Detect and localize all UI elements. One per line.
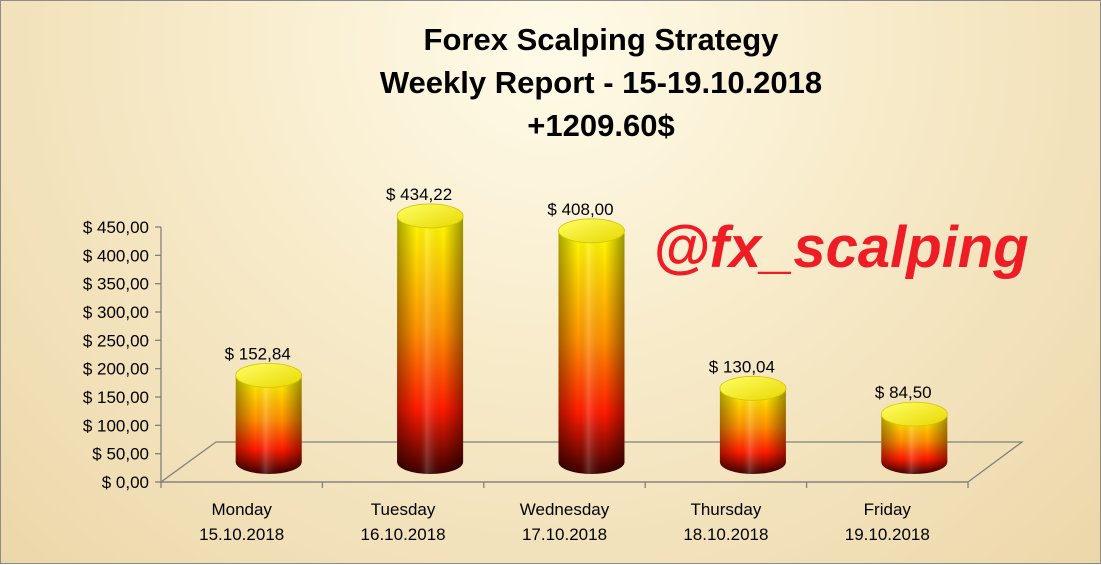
bar-top-cap xyxy=(880,401,948,427)
y-tick-label: $ 200,00 xyxy=(83,360,149,379)
category-label-date: 16.10.2018 xyxy=(361,525,446,544)
category-label-date: 15.10.2018 xyxy=(199,525,284,544)
y-tick-label: $ 350,00 xyxy=(83,275,149,294)
y-tick-label: $ 50,00 xyxy=(92,445,149,464)
watermark-handle: @fx_scalping xyxy=(653,215,1029,280)
chart-title-line-2: Weekly Report - 15-19.10.2018 xyxy=(380,65,822,100)
category-label-day: Friday xyxy=(864,500,912,519)
bar-shading xyxy=(558,230,625,474)
category-label-day: Monday xyxy=(211,500,272,519)
x-axis-ticks xyxy=(160,482,969,488)
bars-group xyxy=(235,203,948,474)
bar-shading xyxy=(397,215,464,474)
bar-top-cap xyxy=(558,218,625,244)
y-tick-label: $ 300,00 xyxy=(83,303,149,322)
bar-friday xyxy=(880,401,948,474)
category-labels: Monday 15.10.2018 Tuesday 16.10.2018 Wednesd… xyxy=(199,500,930,544)
category-label-date: 17.10.2018 xyxy=(522,525,607,544)
data-label: $ 130,04 xyxy=(709,357,775,376)
y-tick-label: $ 250,00 xyxy=(83,331,149,350)
bar-wednesday xyxy=(558,218,625,474)
category-label-day: Tuesday xyxy=(371,500,436,519)
y-tick-label: $ 450,00 xyxy=(83,218,149,237)
y-tick-label: $ 150,00 xyxy=(83,388,149,407)
category-label-date: 19.10.2018 xyxy=(845,525,930,544)
y-axis-ticks: $ 0,00 $ 50,00 $ 100,00 $ 150,00 $ 200,00 $ 2… xyxy=(83,218,161,492)
bar-top-cap xyxy=(719,375,787,401)
bar-tuesday xyxy=(396,203,464,474)
data-label: $ 152,84 xyxy=(225,344,291,363)
bar-thursday xyxy=(719,375,787,474)
bar-top-cap xyxy=(396,203,464,229)
y-tick-label: $ 0,00 xyxy=(102,473,149,492)
category-label-day: Wednesday xyxy=(520,500,610,519)
category-label-date: 18.10.2018 xyxy=(683,525,768,544)
bar-shading xyxy=(881,414,948,474)
y-tick-label: $ 400,00 xyxy=(83,246,149,265)
data-label: $ 84,50 xyxy=(875,383,932,402)
data-label: $ 434,22 xyxy=(386,185,452,204)
chart-title-line-1: Forex Scalping Strategy xyxy=(424,22,780,57)
y-tick-label: $ 100,00 xyxy=(83,416,149,435)
bar-monday xyxy=(235,362,303,474)
bar-shading xyxy=(719,388,786,474)
chart-title-line-3: +1209.60$ xyxy=(527,108,674,143)
bar-shading xyxy=(235,375,302,474)
data-labels: $ 152,84 $ 434,22 $ 408,00 $ 130,04 $ 84,50 xyxy=(225,185,932,402)
category-label-day: Thursday xyxy=(690,500,761,519)
bar-top-cap xyxy=(235,362,303,388)
data-label: $ 408,00 xyxy=(547,200,613,219)
